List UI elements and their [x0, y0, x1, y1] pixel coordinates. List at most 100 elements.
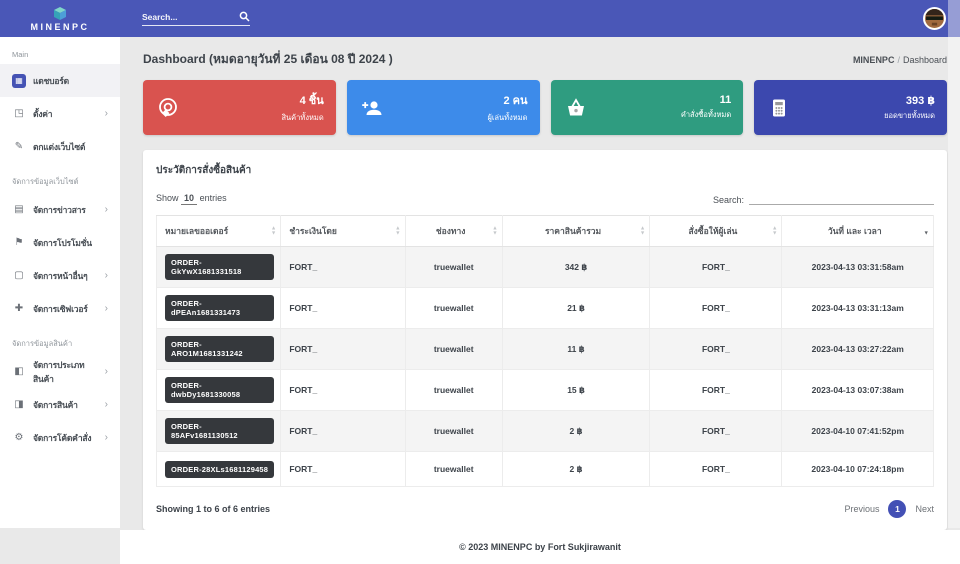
search-icon[interactable] — [239, 11, 250, 22]
basket-icon — [564, 96, 588, 120]
news-icon: ▤ — [14, 203, 24, 215]
stat-label: สินค้าทั้งหมด — [281, 113, 324, 122]
scrollbar[interactable] — [948, 0, 960, 528]
sidebar-item[interactable]: ⚙ จัดการโค้ดคำสั่ง › — [0, 421, 120, 454]
channel-cell: truewallet — [404, 287, 503, 329]
sidebar-section-label: จัดการข้อมูลเว็บไซต์ — [12, 177, 79, 186]
column-header[interactable]: ชำระเงินโดย — [280, 215, 406, 247]
datetime-cell: 2023-04-13 03:31:13am — [781, 287, 934, 329]
channel-cell: truewallet — [404, 246, 503, 288]
sort-icon — [395, 227, 400, 236]
paid-by-cell: FORT_ — [280, 451, 406, 487]
breadcrumb-current: Dashboard — [902, 54, 947, 65]
sidebar-item[interactable]: ✚ จัดการเซิฟเวอร์ › — [0, 292, 120, 325]
sidebar-nav: Main Main แดชบอร์ด ▦ แดชบอร์ด ตั้งค่า ◳ … — [0, 37, 120, 528]
sidebar-item-label: จัดการเซิฟเวอร์ — [33, 303, 88, 314]
page-title: Dashboard (หมดอายุวันที่ 25 เดือน 08 ปี … — [143, 52, 393, 66]
sidebar-item-label: จัดการโค้ดคำสั่ง — [33, 432, 92, 443]
pages-icon: ▢ — [14, 269, 24, 281]
breadcrumb-root[interactable]: MINENPC — [852, 54, 895, 65]
paid-by-cell: FORT_ — [280, 410, 406, 452]
search-input[interactable] — [142, 12, 222, 22]
sidebar-item-label: แดชบอร์ด — [33, 75, 69, 86]
sidebar-item[interactable]: ◧ จัดการประเภทสินค้า › — [0, 355, 120, 388]
player-cell: FORT_ — [649, 369, 783, 411]
sort-icon — [492, 227, 497, 236]
order-id-badge: ORDER-ARO1M1681331242 — [165, 336, 275, 362]
channel-cell: truewallet — [404, 369, 503, 411]
sidebar-item-label: ตั้งค่า — [33, 108, 53, 119]
next-button[interactable]: Next — [915, 504, 934, 514]
promotion-icon: ⚑ — [14, 236, 24, 248]
player-cell: FORT_ — [649, 451, 783, 487]
sidebar-item-label: จัดการข่าวสาร — [33, 204, 86, 215]
sidebar-item[interactable]: ▢ จัดการหน้าอื่นๆ › — [0, 259, 120, 292]
page-size-select[interactable]: 10 — [181, 193, 198, 205]
order-id-badge: ORDER-dwbDy1681330058 — [165, 377, 275, 403]
sort-icon — [271, 227, 276, 236]
stat-value: 11 — [719, 94, 732, 106]
column-header[interactable]: ราคาสินค้ารวม — [501, 215, 651, 247]
stat-card: 393 ฿ ยอดขายทั้งหมด — [754, 80, 947, 135]
user-avatar[interactable] — [923, 7, 946, 30]
table-search-input[interactable] — [749, 191, 934, 205]
sidebar-item[interactable]: ✎ ตกแต่งเว็บไซต์ — [0, 130, 120, 163]
brand-logo[interactable]: MINENPC — [0, 0, 120, 37]
channel-cell: truewallet — [404, 328, 503, 370]
paid-by-cell: FORT_ — [280, 328, 406, 370]
player-cell: FORT_ — [649, 246, 783, 288]
previous-button[interactable]: Previous — [844, 504, 880, 514]
order-id-badge: ORDER-GkYwX1681331518 — [165, 254, 275, 280]
sidebar-item-label: ตกแต่งเว็บไซต์ — [33, 141, 86, 152]
topbar: MINENPC — [0, 0, 960, 37]
brand-name: MINENPC — [30, 21, 90, 32]
datetime-cell: 2023-04-13 03:31:58am — [781, 246, 934, 288]
sidebar-item[interactable]: ◨ จัดการสินค้า › — [0, 388, 120, 421]
sidebar-item-label: จัดการหน้าอื่นๆ — [33, 270, 88, 281]
category-icon: ◧ — [14, 365, 24, 377]
sidebar-item[interactable]: ▦ แดชบอร์ด — [0, 64, 120, 97]
datetime-cell: 2023-04-10 07:41:52pm — [781, 410, 934, 452]
sidebar-item[interactable]: ▤ จัดการข่าวสาร › — [0, 193, 120, 226]
datetime-cell: 2023-04-10 07:24:18pm — [781, 451, 934, 487]
price-cell: 21 ฿ — [501, 287, 651, 329]
topbar-search — [142, 11, 250, 26]
table-search-label: Search: — [712, 195, 744, 205]
show-label: Show — [156, 193, 179, 203]
disc-icon — [156, 96, 180, 120]
sidebar-item-label: จัดการประเภทสินค้า — [33, 359, 85, 384]
table-row: ORDER-ARO1M1681331242 FORT_ truewallet 1… — [155, 328, 934, 370]
order-id-badge: ORDER-85AFv1681130512 — [165, 418, 275, 444]
chevron-right-icon: › — [104, 302, 108, 314]
table-row: ORDER-85AFv1681130512 FORT_ truewallet 2… — [155, 410, 934, 452]
sidebar-item[interactable]: ◳ ตั้งค่า › — [0, 97, 120, 130]
stat-value: 393 ฿ — [905, 94, 935, 107]
sidebar-section-label: Main — [12, 50, 29, 59]
paid-by-cell: FORT_ — [280, 369, 406, 411]
breadcrumb-separator: / — [897, 54, 900, 65]
dashboard-page: MINENPC Main Main แดชบอร์ด ▦ แดชบอร์ด — [0, 0, 960, 528]
sidebar-section-label: จัดการข้อมูลสินค้า — [12, 339, 73, 348]
page-header: Dashboard (หมดอายุวันที่ 25 เดือน 08 ปี … — [120, 37, 960, 80]
column-header[interactable]: ช่องทาง — [404, 215, 503, 247]
player-cell: FORT_ — [649, 287, 783, 329]
chevron-right-icon: › — [104, 431, 108, 443]
column-header[interactable]: สั่งซื้อให้ผู้เล่น — [649, 215, 783, 247]
chevron-right-icon: › — [104, 398, 108, 410]
datetime-cell: 2023-04-13 03:07:38am — [781, 369, 934, 411]
orders-panel: ประวัติการสั่งซื้อสินค้า Show 10 entries… — [143, 150, 947, 530]
entries-label: entries — [199, 193, 227, 203]
price-cell: 342 ฿ — [501, 246, 651, 288]
channel-cell: truewallet — [404, 451, 503, 487]
sidebar-item[interactable]: ⚑ จัดการโปรโมชั่น — [0, 226, 120, 259]
page-number-button[interactable]: 1 — [888, 500, 907, 518]
sidebar-item-label: จัดการโปรโมชั่น — [33, 237, 92, 248]
table-header-row: หมายเลขออเดอร์ ชำระเงินโดย ช่องทาง ราคาส… — [155, 215, 934, 247]
table-row: ORDER-GkYwX1681331518 FORT_ truewallet 3… — [155, 246, 934, 288]
column-header[interactable]: หมายเลขออเดอร์ — [155, 215, 282, 247]
stat-label: คำสั่งซื้อทั้งหมด — [680, 110, 732, 119]
stat-label: ยอดขายทั้งหมด — [884, 110, 935, 120]
orders-table: หมายเลขออเดอร์ ชำระเงินโดย ช่องทาง ราคาส… — [155, 215, 934, 487]
player-cell: FORT_ — [649, 410, 783, 452]
column-header[interactable]: วันที่ และ เวลา — [781, 215, 934, 247]
